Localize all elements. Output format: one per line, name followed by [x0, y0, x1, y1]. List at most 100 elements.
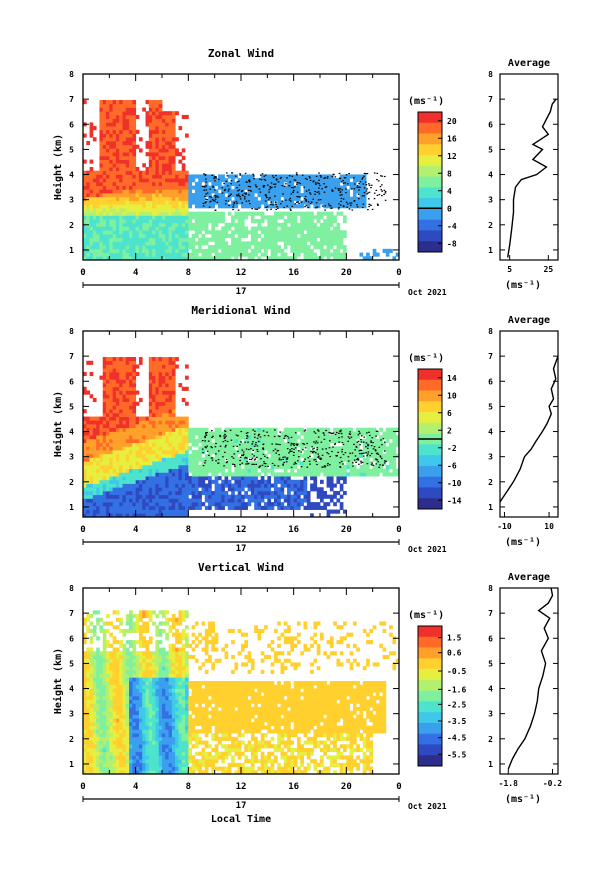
- heatmap-cell: [155, 412, 160, 417]
- heatmap-cell: [323, 450, 327, 455]
- heatmap-cell: [171, 215, 176, 220]
- heatmap-cell: [171, 207, 176, 213]
- heatmap-cell: [115, 233, 120, 239]
- heatmap-cell: [102, 100, 107, 105]
- contour-dot: [292, 191, 294, 193]
- contour-dot: [216, 195, 218, 197]
- heatmap-cell: [247, 446, 252, 451]
- heatmap-cell: [158, 442, 163, 447]
- heatmap-cell: [346, 189, 351, 194]
- heatmap-cell: [260, 498, 265, 503]
- heatmap-cell: [115, 412, 120, 417]
- heatmap-cell: [221, 490, 225, 496]
- heatmap-cell: [165, 424, 169, 429]
- heatmap-cell: [366, 252, 370, 257]
- heatmap-cell: [306, 245, 311, 250]
- heatmap-cell: [326, 233, 331, 239]
- heatmap-cell: [247, 472, 252, 477]
- heatmap-cell: [142, 193, 146, 198]
- heatmap-cell: [224, 498, 229, 503]
- heatmap-cell: [250, 189, 255, 194]
- heatmap-cell: [96, 427, 100, 432]
- heatmap-cell: [158, 509, 163, 514]
- contour-dot: [219, 445, 222, 447]
- contour-dot: [353, 188, 356, 190]
- heatmap-cell: [273, 219, 278, 224]
- heatmap-cell: [142, 461, 146, 466]
- heatmap-cell: [125, 379, 130, 384]
- heatmap-cell: [119, 453, 123, 458]
- heatmap-cell: [290, 461, 295, 466]
- heatmap-cell: [129, 233, 133, 239]
- heatmap-cell: [326, 509, 331, 514]
- heatmap-cell: [244, 252, 248, 257]
- heatmap-cell: [152, 435, 156, 440]
- heatmap-cell: [142, 450, 146, 455]
- heatmap-cell: [175, 505, 179, 510]
- heatmap-cell: [257, 185, 262, 190]
- heatmap-cell: [125, 464, 130, 470]
- heatmap-cell: [148, 207, 153, 213]
- heatmap-cell: [171, 256, 176, 261]
- heatmap-cell: [158, 129, 163, 134]
- heatmap-cell: [273, 490, 278, 496]
- heatmap-cell: [244, 453, 248, 458]
- heatmap-cell: [162, 502, 166, 507]
- heatmap-cell: [171, 219, 176, 224]
- heatmap-cell: [125, 245, 130, 250]
- heatmap-cell: [96, 245, 100, 250]
- contour-dot: [225, 435, 227, 437]
- heatmap-cell: [165, 483, 169, 488]
- heatmap-cell: [86, 438, 90, 443]
- heatmap-cell: [191, 193, 196, 198]
- heatmap-cell: [129, 122, 133, 127]
- heatmap-cell: [102, 483, 107, 488]
- heatmap-cell: [181, 211, 186, 216]
- heatmap-cell: [96, 241, 100, 246]
- heatmap-cell: [158, 114, 163, 120]
- heatmap-cell: [168, 140, 173, 146]
- colorbar-tick-label: 12: [447, 152, 457, 161]
- heatmap-cell: [152, 193, 156, 198]
- heatmap-cell: [260, 211, 265, 216]
- heatmap-cell: [158, 464, 163, 470]
- heatmap-cell: [129, 163, 133, 168]
- heatmap-cell: [201, 200, 206, 205]
- heatmap-cell: [106, 189, 110, 194]
- contour-dot: [275, 175, 277, 177]
- heatmap-cell: [86, 420, 90, 425]
- colorbar-swatch: [418, 187, 442, 199]
- heatmap-cell: [175, 252, 179, 257]
- heatmap-cell: [181, 446, 186, 451]
- heatmap-cell: [254, 185, 258, 190]
- heatmap-cell: [148, 357, 153, 362]
- heatmap-cell: [313, 237, 318, 242]
- heatmap-cell: [211, 435, 216, 440]
- heatmap-cell: [208, 487, 212, 492]
- x-tick-label: 20: [341, 268, 352, 278]
- heatmap-cell: [343, 248, 347, 253]
- heatmap-cell: [155, 167, 160, 172]
- heatmap-cell: [333, 226, 337, 231]
- heatmap-cell: [188, 476, 193, 481]
- heatmap-cell: [112, 200, 117, 205]
- heatmap-cell: [122, 185, 127, 190]
- heatmap-cell: [306, 230, 311, 235]
- heatmap-cell: [204, 505, 209, 510]
- heatmap-cell: [89, 159, 94, 164]
- heatmap-cell: [102, 509, 107, 514]
- heatmap-cell: [310, 248, 314, 253]
- heatmap-cell: [287, 226, 291, 231]
- heatmap-cell: [221, 230, 225, 235]
- heatmap-cell: [204, 226, 209, 231]
- heatmap-cell: [129, 468, 133, 473]
- heatmap-cell: [158, 401, 163, 406]
- heatmap-cell: [112, 148, 117, 153]
- heatmap-cell: [109, 196, 114, 201]
- heatmap-cell: [155, 152, 160, 157]
- heatmap-cell: [211, 457, 216, 462]
- heatmap-cell: [125, 468, 130, 473]
- heatmap-cell: [129, 215, 133, 220]
- contour-dot: [301, 174, 304, 176]
- heatmap-cell: [132, 159, 137, 164]
